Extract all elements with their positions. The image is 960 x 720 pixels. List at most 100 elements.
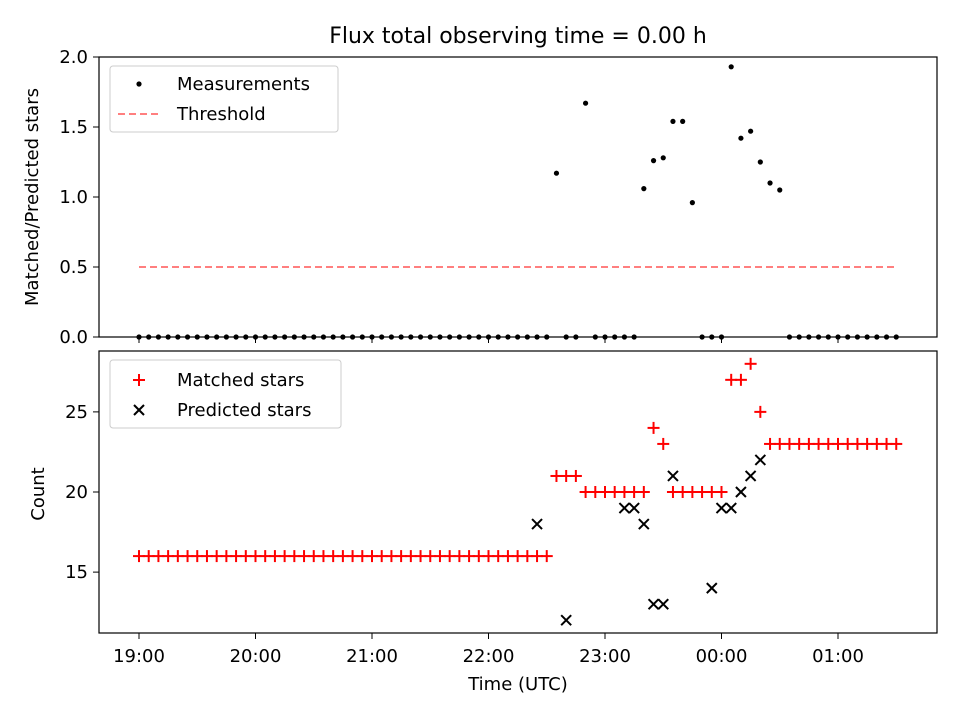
matched-star-point [637,486,650,498]
matched-star-point [715,486,728,498]
measurement-point [505,334,511,340]
measurement-point [262,334,268,340]
measurement-point [602,334,608,340]
bottom-xtick-label: 00:00 [696,646,748,667]
predicted-star-point [560,614,572,626]
measurement-point [243,334,249,340]
bottom-panel: 15 20 25 19:00 20:00 21:00 22:00 23:00 00:00 01:0… [28,350,938,695]
measurement-point [728,64,734,70]
measurement-point [252,334,259,340]
predicted-star-point [531,518,543,530]
measurement-point [379,334,385,340]
matched-star-point [647,421,660,434]
measurement-point [835,334,841,340]
measurement-point [165,334,171,340]
measurement-point [806,334,812,340]
measurement-point [495,334,501,340]
predicted-star-point [706,582,718,594]
measurement-point [883,334,890,340]
measurement-point [282,334,288,340]
measurement-point [573,334,579,340]
legend-matched-label: Matched stars [177,370,304,391]
measurement-point [330,334,336,340]
bottom-xtick-label: 19:00 [113,646,165,667]
measurement-point [854,334,861,340]
measurement-point [631,334,637,340]
measurement-point [466,334,472,340]
top-ytick-label: 0.0 [59,327,88,348]
matched-star-point [734,373,747,386]
measurement-point [709,334,715,340]
measurement-point [777,187,783,193]
measurement-point [582,100,589,106]
predicted-star-point [744,470,757,482]
measurement-point [301,334,307,340]
predicted-star-point [715,502,728,514]
measurement-point [874,334,880,340]
matched-star-point [744,357,757,370]
predicted-star-point [735,486,747,498]
measurement-point [796,334,802,340]
measurement-point [544,334,550,340]
measurement-point [767,180,773,186]
legend-matched-marker [133,374,145,386]
measurement-point [621,334,628,340]
measurement-point [563,334,569,340]
bottom-xtick-label: 01:00 [812,646,864,667]
measurement-point [417,334,424,340]
measurement-point [748,128,754,134]
measurement-point [427,334,433,340]
measurement-point [650,158,657,164]
top-legend-box [109,65,339,133]
measurement-point [534,334,540,340]
matched-star-point [890,437,903,450]
bottom-xtick-label: 22:00 [463,646,515,667]
measurement-point [349,334,356,340]
top-panel: 0.00.51.01.52.0 Matched/Predicted stars … [22,47,938,348]
measurement-point [272,334,278,340]
measurement-point [757,159,763,165]
measurement-point [592,334,598,340]
measurement-point [194,334,200,340]
measurement-point [456,334,462,340]
measurement-point [214,334,220,340]
measurement-point [670,118,676,124]
legend-predicted-label: Predicted stars [177,400,311,421]
matched-star-point [569,469,582,482]
bottom-xtick-label: 21:00 [346,646,398,667]
top-ylabel: Matched/Predicted stars [22,88,43,306]
chart-title: Flux total observing time = 0.00 h [329,24,707,49]
measurement-point [408,334,414,340]
measurement-point [864,334,870,340]
legend-threshold-label: Threshold [176,104,266,125]
matched-star-point [657,437,670,450]
bottom-legend: Matched stars Predicted stars [109,359,342,429]
measurement-point [815,334,822,340]
measurement-point [320,334,327,340]
measurement-point [738,135,744,141]
top-ytick-label: 0.5 [59,257,88,278]
predicted-star-point [628,502,640,514]
predicted-star-point [638,518,650,530]
measurement-point [845,334,851,340]
measurement-point [233,334,239,340]
predicted-star-point [647,598,660,610]
legend-predicted-marker [133,404,145,416]
measurement-point [184,334,191,340]
measurement-point [311,334,317,340]
predicted-star-point [657,598,669,610]
measurement-point [437,334,443,340]
measurement-point [641,186,647,192]
measurement-point [136,334,142,340]
measurement-point [689,200,695,206]
bottom-ytick-label: 20 [65,482,88,503]
predicted-star-point [725,502,737,514]
measurement-point [485,334,492,340]
bottom-xlabel: Time (UTC) [467,674,568,695]
top-ytick-label: 1.5 [59,117,88,138]
bottom-ytick-label: 25 [65,402,88,423]
bottom-legend-box [109,359,342,429]
measurement-point [291,334,297,340]
predicted-star-point [618,502,631,514]
